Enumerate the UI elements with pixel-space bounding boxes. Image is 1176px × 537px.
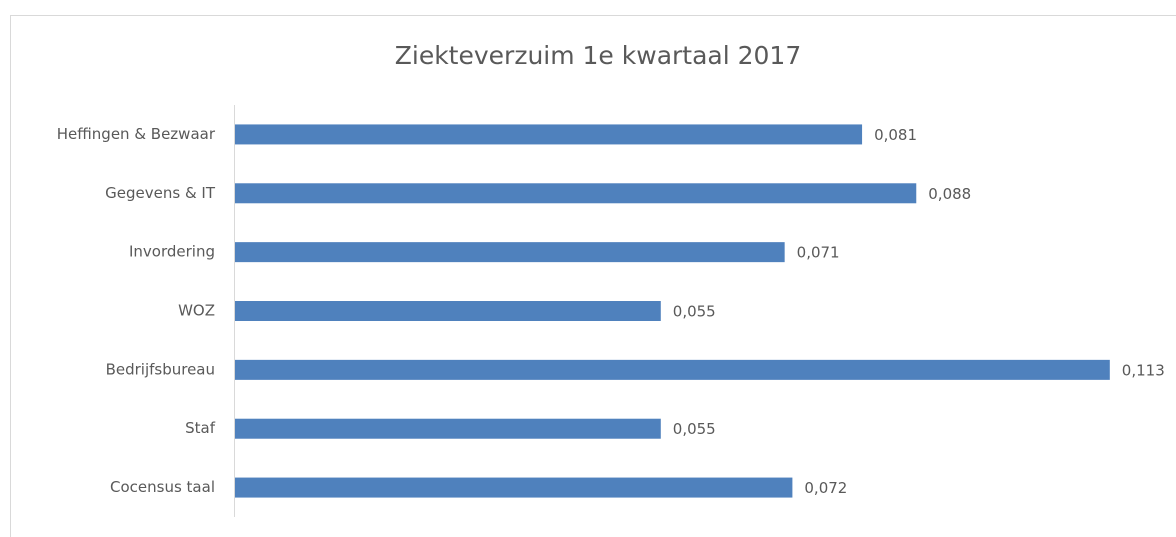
y-tick-label: Invordering [129,243,215,261]
data-label: 0,055 [673,303,716,321]
data-label: 0,113 [1122,361,1165,379]
bar [235,418,661,439]
y-tick-label: Gegevens & IT [105,184,216,202]
chart-title: Ziekteverzuim 1e kwartaal 2017 [395,41,802,70]
y-tick-label: Bedrijfsbureau [106,360,215,378]
y-tick-label: Staf [185,419,216,437]
bar [235,301,661,321]
data-label: 0,081 [874,126,917,144]
bar [235,183,917,204]
y-tick-label: Cocensus taal [110,478,215,496]
data-label: 0,088 [928,185,971,203]
data-label: 0,055 [673,420,716,438]
bar [235,124,863,145]
chart-frame [10,15,1176,537]
y-tick-label: WOZ [178,302,215,320]
y-tick-label: Heffingen & Bezwaar [57,125,216,143]
data-label: 0,072 [804,479,847,497]
data-label: 0,071 [797,244,840,262]
bar [235,242,785,263]
bar [235,477,793,498]
bar [235,359,1110,380]
